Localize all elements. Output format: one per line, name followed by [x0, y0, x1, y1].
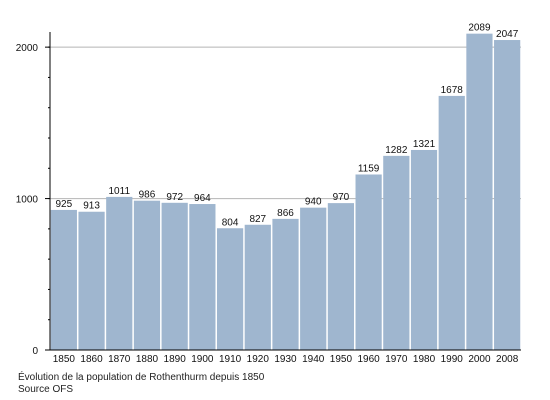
bar-2008 [494, 40, 521, 350]
axes: 1850 1860 1870 1880 1890 1900 1910 1920 1930 1940… [16, 32, 521, 365]
bar-1880 [133, 200, 161, 350]
x-tick-label-1950: 1950 [330, 354, 353, 365]
value-label-1920: 827 [249, 214, 266, 225]
value-label-1890: 972 [166, 192, 183, 203]
chart-source: Source OFS [18, 384, 74, 395]
value-label-1860: 913 [83, 201, 100, 212]
value-label-1930: 866 [277, 208, 294, 219]
x-tick-label-1860: 1860 [80, 354, 103, 365]
bar-1890 [161, 202, 188, 350]
x-tick-label-2000: 2000 [468, 354, 491, 365]
bar-1950 [327, 203, 355, 350]
x-tick-label-1890: 1890 [164, 354, 187, 365]
value-label-2000: 2089 [468, 23, 491, 34]
y-tick-label-2000: 2000 [16, 43, 39, 54]
value-label-1990: 1678 [441, 85, 464, 96]
x-tick-label-1980: 1980 [413, 354, 436, 365]
value-label-1960: 1159 [358, 163, 380, 174]
value-label-1900: 964 [194, 193, 211, 204]
x-tick-label-1940: 1940 [302, 354, 325, 365]
value-label-1880: 986 [139, 190, 156, 201]
value-label-1950: 970 [333, 192, 350, 203]
bar-1850 [50, 209, 77, 350]
y-tick-label-0: 0 [32, 346, 38, 357]
x-tick-label-1930: 1930 [274, 354, 297, 365]
bar-1930 [272, 218, 299, 350]
data-labels: 925 913 1011 986 972 964 804 827 866 940 970 1159 12… [56, 23, 519, 229]
value-label-1870: 1011 [109, 186, 131, 197]
x-tick-label-1870: 1870 [108, 354, 131, 365]
bar-1870 [106, 196, 133, 350]
x-tick-label-1880: 1880 [136, 354, 159, 365]
bar-1860 [78, 211, 105, 350]
x-tick-label-1970: 1970 [385, 354, 408, 365]
value-label-1980: 1321 [413, 139, 436, 150]
x-tick-label-1960: 1960 [357, 354, 380, 365]
bar-1980 [410, 149, 438, 350]
y-tick-label-1000: 1000 [16, 195, 39, 206]
bar-2000 [466, 33, 493, 351]
value-label-1940: 940 [305, 197, 322, 208]
x-tick-label-1910: 1910 [219, 354, 242, 365]
bar-1940 [300, 207, 327, 350]
bar-1900 [189, 204, 216, 350]
value-label-1850: 925 [56, 199, 73, 210]
x-tick-label-1900: 1900 [191, 354, 214, 365]
bar-1910 [216, 228, 244, 350]
x-tick-label-2008: 2008 [496, 354, 519, 365]
bar-1990 [438, 95, 465, 350]
bar-1960 [355, 174, 382, 350]
chart-caption: Évolution de la population de Rothenthur… [18, 372, 265, 383]
x-tick-label-1920: 1920 [247, 354, 270, 365]
x-tick-label-1850: 1850 [53, 354, 76, 365]
bar-1920 [244, 224, 271, 350]
bar-1970 [383, 155, 410, 350]
value-label-2008: 2047 [496, 29, 519, 40]
bars [50, 33, 521, 351]
x-tick-label-1990: 1990 [441, 354, 464, 365]
value-label-1910: 804 [222, 217, 239, 228]
value-label-1970: 1282 [385, 145, 408, 156]
